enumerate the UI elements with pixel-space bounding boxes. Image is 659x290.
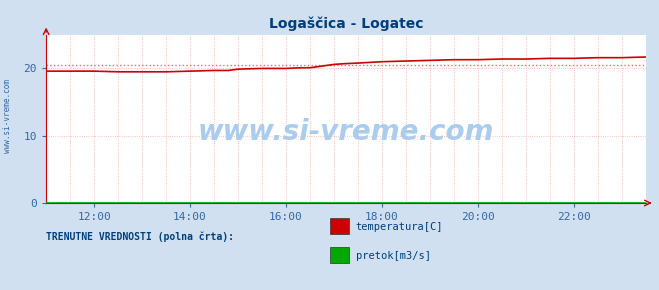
Text: temperatura[C]: temperatura[C] [356, 222, 444, 232]
Title: Logaščica - Logatec: Logaščica - Logatec [269, 16, 423, 31]
Text: TRENUTNE VREDNOSTI (polna črta):: TRENUTNE VREDNOSTI (polna črta): [46, 232, 234, 242]
Text: www.si-vreme.com: www.si-vreme.com [198, 118, 494, 146]
Text: pretok[m3/s]: pretok[m3/s] [356, 251, 431, 261]
Text: www.si-vreme.com: www.si-vreme.com [3, 79, 13, 153]
